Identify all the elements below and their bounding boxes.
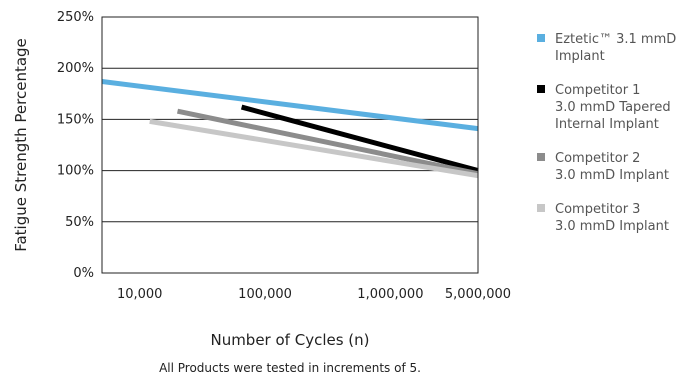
series-line — [149, 118, 479, 179]
y-tick-label: 200% — [57, 61, 94, 76]
x-tick-label: 5,000,000 — [445, 287, 511, 302]
x-axis-title: Number of Cycles (n) — [210, 331, 369, 349]
legend-label: Implant — [555, 49, 605, 64]
series-line — [240, 104, 479, 174]
x-tick-labels: 10,000 100,000 1,000,000 5,000,000 — [117, 287, 511, 302]
legend-label: Competitor 1 — [555, 83, 640, 98]
legend-label: Competitor 3 — [555, 202, 640, 217]
y-tick-label: 50% — [65, 215, 94, 230]
y-tick-label: 150% — [57, 112, 94, 127]
legend: Eztetic™ 3.1 mmD Implant Competitor 1 3.0 m… — [537, 32, 676, 234]
legend-label: 3.0 mmD Implant — [555, 168, 669, 183]
legend-swatch — [537, 204, 545, 212]
series-line — [101, 79, 479, 132]
legend-label: 3.0 mmD Tapered — [555, 100, 671, 115]
x-tick-label: 10,000 — [117, 287, 163, 302]
legend-label: Eztetic™ 3.1 mmD — [555, 32, 676, 47]
legend-label: 3.0 mmD Implant — [555, 219, 669, 234]
legend-swatch — [537, 34, 545, 42]
legend-swatch — [537, 85, 545, 93]
series-lines — [101, 79, 479, 179]
legend-label: Competitor 2 — [555, 151, 640, 166]
y-tick-label: 250% — [57, 10, 94, 25]
y-tick-label: 100% — [57, 164, 94, 179]
x-tick-label: 100,000 — [238, 287, 292, 302]
legend-label: Internal Implant — [555, 117, 659, 132]
x-tick-label: 1,000,000 — [357, 287, 423, 302]
plot-frame — [101, 16, 479, 274]
footnote: All Products were tested in increments o… — [159, 361, 421, 375]
series-line — [176, 108, 479, 177]
y-tick-label: 0% — [73, 266, 94, 281]
legend-swatch — [537, 153, 545, 161]
y-axis-title: Fatigue Strength Percentage — [12, 38, 30, 252]
y-tick-labels: 0% 50% 100% 150% 200% 250% — [57, 10, 94, 281]
